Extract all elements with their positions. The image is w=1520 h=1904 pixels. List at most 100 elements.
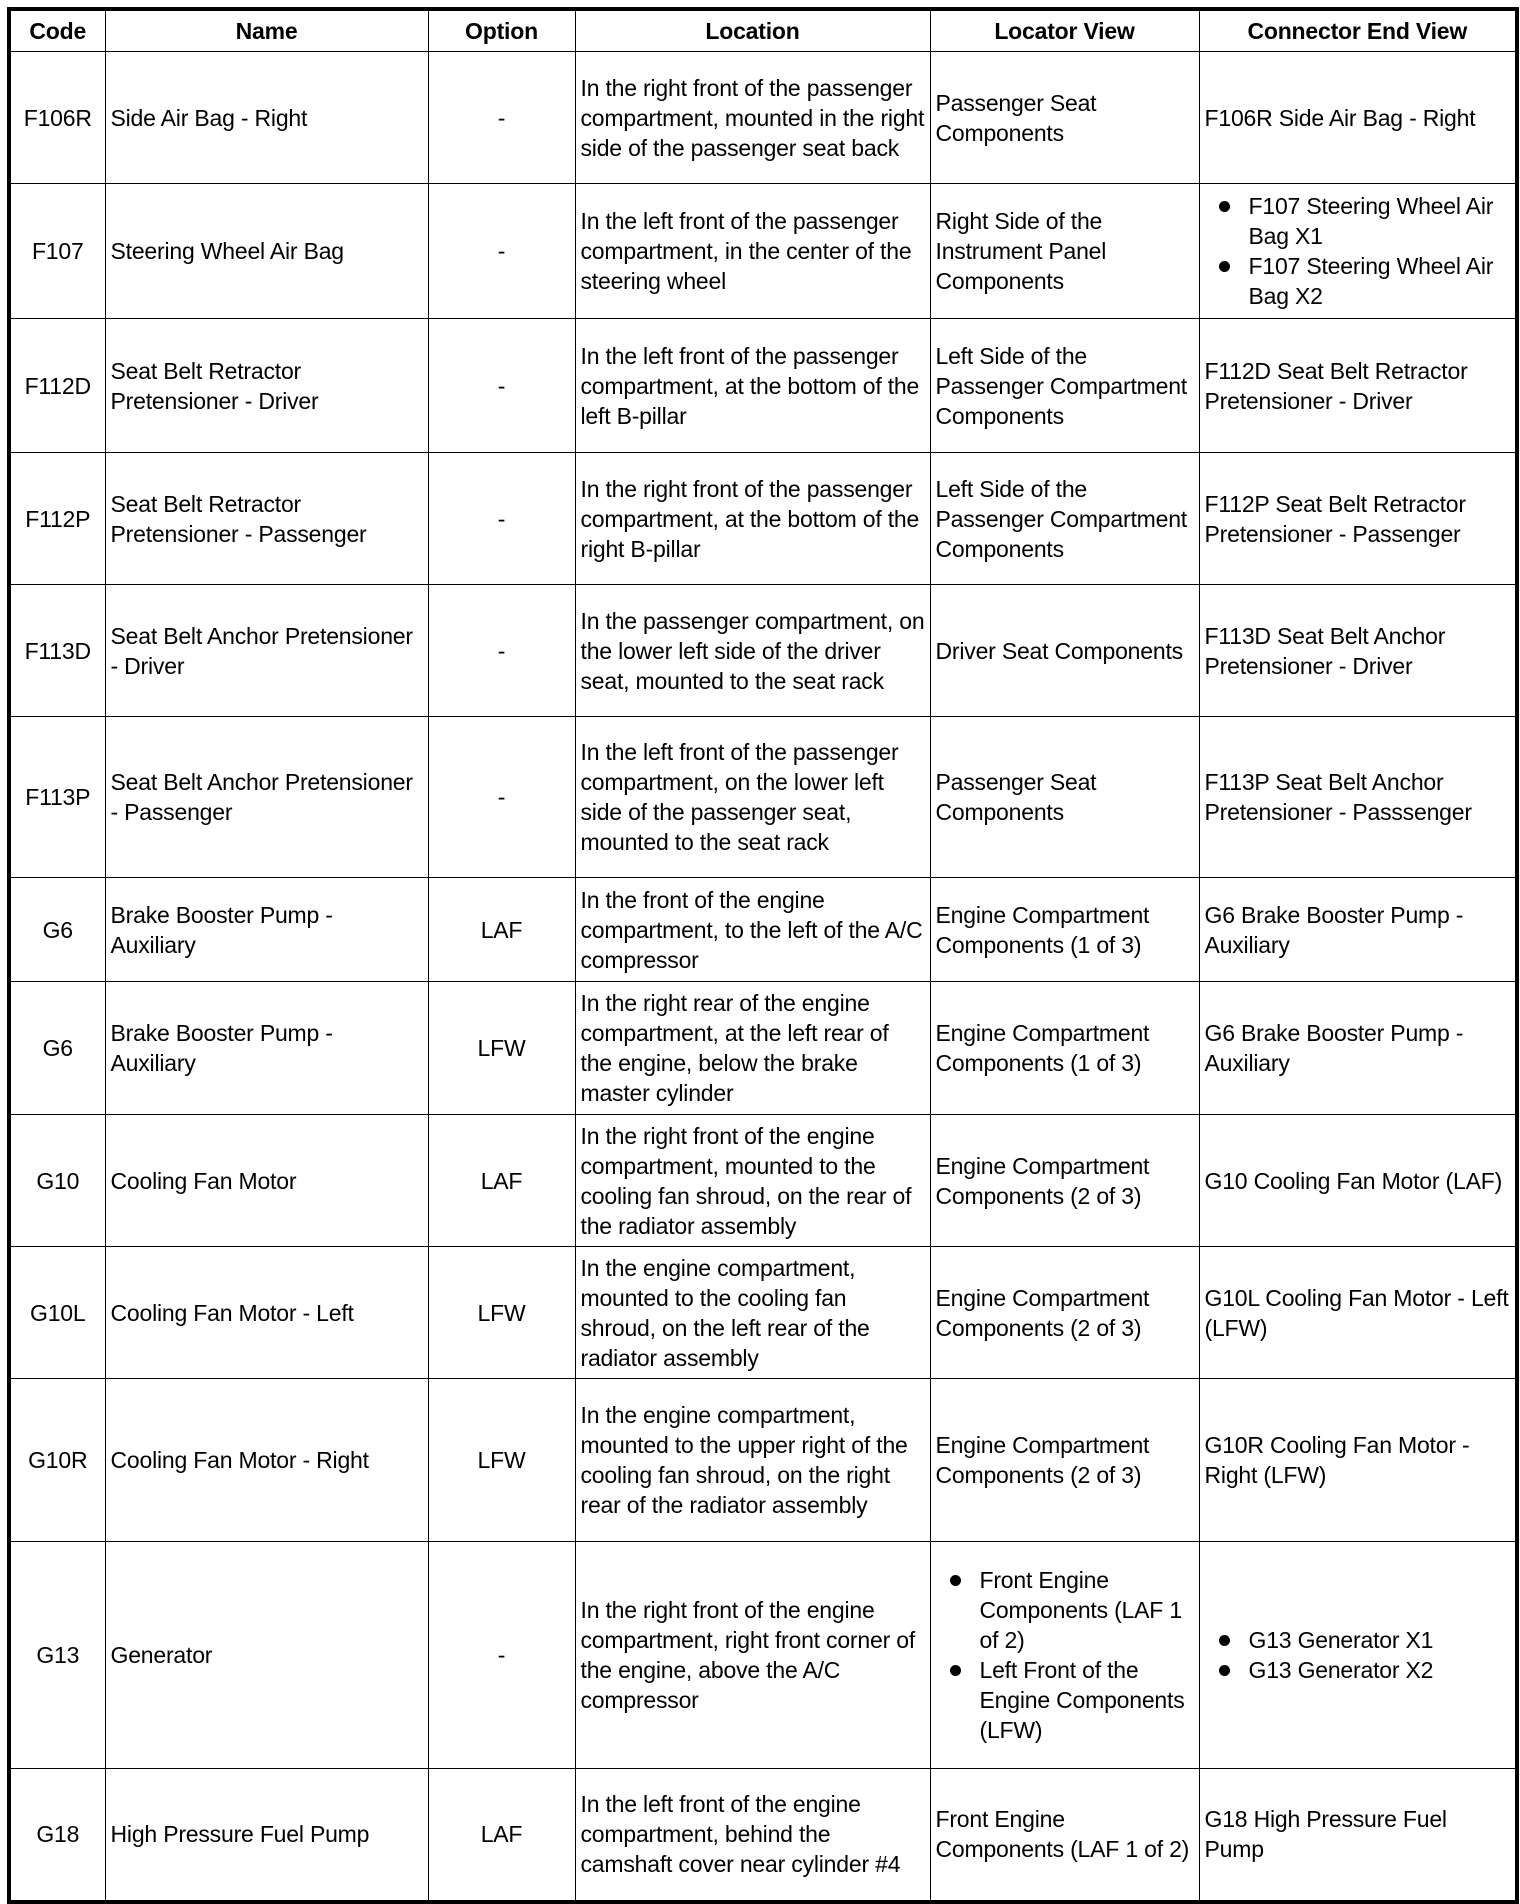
cell-code: F112P — [8, 452, 106, 585]
header-code: Code — [8, 8, 106, 52]
bullet-list: Front Engine Components (LAF 1 of 2) Left… — [936, 1565, 1194, 1745]
cell-locator-view: Engine Compartment Components (2 of 3) — [929, 1246, 1200, 1379]
cell-locator-view: Front Engine Components (LAF 1 of 2) Left… — [929, 1541, 1200, 1769]
cell-location: In the left front of the engine compartm… — [574, 1768, 931, 1902]
cell-option: - — [427, 1541, 576, 1769]
cell-code: F107 — [8, 183, 106, 319]
cell-name: Generator — [104, 1541, 429, 1769]
table-row: G6 Brake Booster Pump - Auxiliary LFW In th… — [8, 981, 1518, 1115]
cell-name: Cooling Fan Motor — [104, 1114, 429, 1247]
cell-name: Cooling Fan Motor - Left — [104, 1246, 429, 1379]
cell-locator-view: Engine Compartment Components (2 of 3) — [929, 1378, 1200, 1542]
cell-locator-view: Driver Seat Components — [929, 584, 1200, 717]
cell-code: G13 — [8, 1541, 106, 1769]
cell-locator-view: Engine Compartment Components (2 of 3) — [929, 1114, 1200, 1247]
cell-connector-end-view: F113P Seat Belt Anchor Pretensioner - Pa… — [1198, 716, 1518, 878]
cell-location: In the passenger compartment, on the low… — [574, 584, 931, 717]
cell-connector-end-view: G13 Generator X1 G13 Generator X2 — [1198, 1541, 1518, 1769]
bullet-list: F107 Steering Wheel Air Bag X1 F107 Steer… — [1205, 191, 1511, 311]
cell-option: - — [427, 716, 576, 878]
cell-locator-view: Left Side of the Passenger Compartment C… — [929, 318, 1200, 453]
cell-name: Seat Belt Retractor Pretensioner - Passe… — [104, 452, 429, 585]
cell-option: - — [427, 51, 576, 184]
header-locator-view: Locator View — [929, 8, 1200, 52]
cell-name: Steering Wheel Air Bag — [104, 183, 429, 319]
table-row: F113D Seat Belt Anchor Pretensioner - Dri… — [8, 584, 1518, 717]
cell-name: Cooling Fan Motor - Right — [104, 1378, 429, 1542]
bullet-item: Front Engine Components (LAF 1 of 2) — [949, 1565, 1194, 1655]
cell-name: Brake Booster Pump - Auxiliary — [104, 981, 429, 1115]
component-locator-table: Code Name Option Location Locator View C… — [7, 7, 1519, 1904]
cell-code: G10 — [8, 1114, 106, 1247]
cell-connector-end-view: G10L Cooling Fan Motor - Left (LFW) — [1198, 1246, 1518, 1379]
cell-connector-end-view: F112P Seat Belt Retractor Pretensioner -… — [1198, 452, 1518, 585]
cell-code: G6 — [8, 877, 106, 982]
cell-name: Seat Belt Anchor Pretensioner - Passenge… — [104, 716, 429, 878]
header-option: Option — [427, 8, 576, 52]
cell-connector-end-view: G10R Cooling Fan Motor - Right (LFW) — [1198, 1378, 1518, 1542]
cell-connector-end-view: F107 Steering Wheel Air Bag X1 F107 Steer… — [1198, 183, 1518, 319]
cell-name: Brake Booster Pump - Auxiliary — [104, 877, 429, 982]
header-location: Location — [574, 8, 931, 52]
cell-code: G18 — [8, 1768, 106, 1902]
bullet-item: G13 Generator X1 — [1218, 1625, 1511, 1655]
cell-locator-view: Passenger Seat Components — [929, 51, 1200, 184]
cell-name: High Pressure Fuel Pump — [104, 1768, 429, 1902]
cell-option: LAF — [427, 1768, 576, 1902]
cell-option: - — [427, 584, 576, 717]
cell-location: In the right rear of the engine compartm… — [574, 981, 931, 1115]
cell-option: - — [427, 183, 576, 319]
table-row: F107 Steering Wheel Air Bag - In the left f… — [8, 183, 1518, 319]
bullet-item: F107 Steering Wheel Air Bag X2 — [1218, 251, 1511, 311]
cell-location: In the right front of the engine compart… — [574, 1114, 931, 1247]
cell-name: Seat Belt Anchor Pretensioner - Driver — [104, 584, 429, 717]
cell-locator-view: Left Side of the Passenger Compartment C… — [929, 452, 1200, 585]
cell-code: G10R — [8, 1378, 106, 1542]
header-row: Code Name Option Location Locator View C… — [8, 8, 1518, 52]
cell-name: Seat Belt Retractor Pretensioner - Drive… — [104, 318, 429, 453]
cell-connector-end-view: G6 Brake Booster Pump - Auxiliary — [1198, 981, 1518, 1115]
cell-option: LAF — [427, 877, 576, 982]
cell-option: LFW — [427, 1378, 576, 1542]
cell-locator-view: Right Side of the Instrument Panel Compo… — [929, 183, 1200, 319]
cell-locator-view: Engine Compartment Components (1 of 3) — [929, 981, 1200, 1115]
table-row: G10L Cooling Fan Motor - Left LFW In the en… — [8, 1246, 1518, 1379]
table-row: G6 Brake Booster Pump - Auxiliary LAF In th… — [8, 877, 1518, 982]
cell-code: F112D — [8, 318, 106, 453]
table-row: G10 Cooling Fan Motor LAF In the right fron… — [8, 1114, 1518, 1247]
cell-location: In the engine compartment, mounted to th… — [574, 1246, 931, 1379]
bullet-item: Left Front of the Engine Components (LFW… — [949, 1655, 1194, 1745]
cell-option: LFW — [427, 1246, 576, 1379]
table-row: F113P Seat Belt Anchor Pretensioner - Pas… — [8, 716, 1518, 878]
cell-option: LFW — [427, 981, 576, 1115]
cell-option: - — [427, 318, 576, 453]
table-row: G13 Generator - In the right front of the e… — [8, 1541, 1518, 1769]
cell-location: In the right front of the passenger comp… — [574, 51, 931, 184]
cell-code: F113P — [8, 716, 106, 878]
header-name: Name — [104, 8, 429, 52]
cell-name: Side Air Bag - Right — [104, 51, 429, 184]
cell-location: In the left front of the passenger compa… — [574, 318, 931, 453]
cell-location: In the right front of the passenger comp… — [574, 452, 931, 585]
cell-connector-end-view: G10 Cooling Fan Motor (LAF) — [1198, 1114, 1518, 1247]
cell-location: In the engine compartment, mounted to th… — [574, 1378, 931, 1542]
cell-connector-end-view: F106R Side Air Bag - Right — [1198, 51, 1518, 184]
cell-code: G10L — [8, 1246, 106, 1379]
cell-location: In the left front of the passenger compa… — [574, 716, 931, 878]
table-row: G10R Cooling Fan Motor - Right LFW In the e… — [8, 1378, 1518, 1542]
cell-connector-end-view: F113D Seat Belt Anchor Pretensioner - Dr… — [1198, 584, 1518, 717]
cell-option: LAF — [427, 1114, 576, 1247]
cell-location: In the right front of the engine compart… — [574, 1541, 931, 1769]
cell-connector-end-view: G18 High Pressure Fuel Pump — [1198, 1768, 1518, 1902]
table-row: F106R Side Air Bag - Right - In the right f… — [8, 51, 1518, 184]
cell-code: F106R — [8, 51, 106, 184]
cell-code: F113D — [8, 584, 106, 717]
cell-location: In the left front of the passenger compa… — [574, 183, 931, 319]
table-row: G18 High Pressure Fuel Pump LAF In the left… — [8, 1768, 1518, 1902]
cell-locator-view: Engine Compartment Components (1 of 3) — [929, 877, 1200, 982]
cell-code: G6 — [8, 981, 106, 1115]
cell-locator-view: Passenger Seat Components — [929, 716, 1200, 878]
cell-connector-end-view: G6 Brake Booster Pump - Auxiliary — [1198, 877, 1518, 982]
bullet-list: G13 Generator X1 G13 Generator X2 — [1205, 1625, 1511, 1685]
cell-option: - — [427, 452, 576, 585]
